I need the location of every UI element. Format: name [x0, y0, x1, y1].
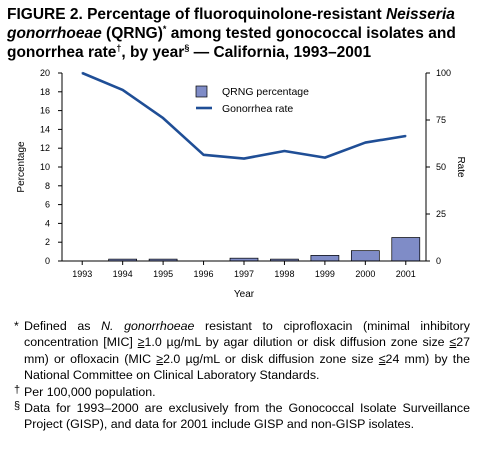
- left-tick-label: 14: [40, 124, 50, 134]
- title-footnote-mark: §: [184, 43, 190, 53]
- x-tick-label: 2001: [396, 269, 416, 279]
- x-tick-label: 1996: [194, 269, 214, 279]
- gonorrhea-rate-point: [81, 72, 84, 74]
- gonorrhea-rate-point: [121, 89, 124, 91]
- x-tick-label: 1998: [274, 269, 294, 279]
- legend-label-qrng: QRNG percentage: [222, 86, 309, 98]
- chart: 0 2 4 6 8 10 12 14 16 18 20 0 25 50 75 100 1993 1994 1995 1…: [16, 68, 466, 300]
- x-tick-label: 1994: [113, 269, 133, 279]
- legend-label-rate: Gonorrhea rate: [222, 103, 293, 115]
- x-tick-label: 1999: [315, 269, 335, 279]
- gonorrhea-rate-point: [364, 141, 367, 144]
- left-tick-label: 20: [40, 68, 50, 78]
- left-tick-label: 8: [45, 181, 50, 191]
- left-tick-label: 16: [40, 106, 50, 116]
- footnote-data-source: § Data for 1993–2000 are exclusively from…: [14, 400, 470, 432]
- x-tick-label: 1997: [234, 269, 254, 279]
- qrng-bar: [391, 237, 421, 262]
- gonorrhea-rate-point: [243, 157, 245, 160]
- left-tick-label: 12: [40, 143, 50, 153]
- left-tick-label: 0: [45, 256, 50, 266]
- gonorrhea-rate-point: [162, 117, 164, 119]
- right-tick-label: 100: [436, 68, 451, 78]
- gonorrhea-rate-point: [404, 135, 407, 137]
- left-tick-label: 6: [45, 200, 50, 210]
- qrng-bar: [350, 250, 380, 262]
- footnote-rate-definition: † Per 100,000 population.: [14, 383, 156, 399]
- footnotes: * Defined as N. gonorrhoeae resistant to …: [14, 318, 470, 433]
- x-axis-title: Year: [234, 289, 255, 300]
- gonorrhea-rate-point: [283, 150, 286, 152]
- title-footnote-mark: *: [162, 24, 167, 34]
- right-tick-label: 75: [436, 115, 446, 125]
- x-tick-label: 1995: [153, 269, 173, 279]
- right-tick-label: 0: [436, 256, 441, 266]
- right-tick-label: 25: [436, 209, 446, 219]
- gonorrhea-rate-point: [324, 156, 326, 159]
- footnote-qrng-definition: * Defined as N. gonorrhoeae resistant to …: [14, 319, 471, 383]
- x-tick-label: 2000: [355, 269, 375, 279]
- left-tick-label: 18: [40, 87, 50, 97]
- legend-swatch-qrng: [195, 85, 208, 98]
- x-tick-label: 1993: [72, 269, 92, 279]
- left-axis-title: Percentage: [16, 141, 27, 193]
- right-tick-label: 50: [436, 162, 446, 172]
- title-footnote-mark: †: [116, 43, 122, 53]
- figure-title: FIGURE 2. Percentage of fluoroquinolone-…: [7, 6, 456, 61]
- right-axis-title: Rate: [455, 156, 466, 178]
- left-tick-label: 2: [45, 237, 50, 247]
- gonorrhea-rate-point: [202, 153, 205, 156]
- left-tick-label: 10: [40, 162, 50, 172]
- left-tick-label: 4: [45, 218, 50, 228]
- qrng-bar: [310, 255, 340, 262]
